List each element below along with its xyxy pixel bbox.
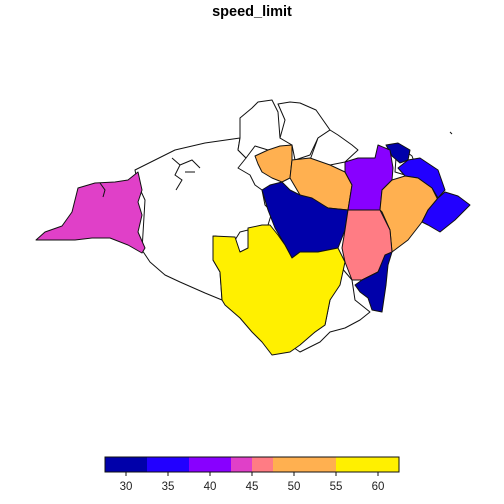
map-canvas [35,99,471,356]
legend-swatch [252,457,273,472]
legend-tick-label: 55 [330,481,343,493]
legend-swatch [273,457,336,472]
legend-swatch [231,457,252,472]
region-south-district [212,224,346,356]
region-south-coast-district [354,251,393,313]
legend-tick-label: 50 [288,481,301,493]
legend-swatch [105,457,147,472]
region-west-district [35,171,146,254]
legend-swatch [189,457,231,472]
legend-tick-label: 40 [204,481,217,493]
region-far-east-district [421,191,471,233]
legend-tick-label: 45 [246,481,259,493]
islet [449,131,453,135]
legend-tick-label: 30 [120,481,133,493]
region-north-nodata-2 [277,101,331,161]
legend-swatch [147,457,189,472]
color-legend: 30 35 40 45 50 55 60 [104,456,400,493]
region-north-central-district [254,144,293,183]
legend-tick-label: 35 [162,481,175,493]
legend-tick-label: 60 [372,481,385,493]
map-title: speed_limit [212,4,292,20]
river-line [99,157,201,198]
legend-swatch [336,457,399,472]
